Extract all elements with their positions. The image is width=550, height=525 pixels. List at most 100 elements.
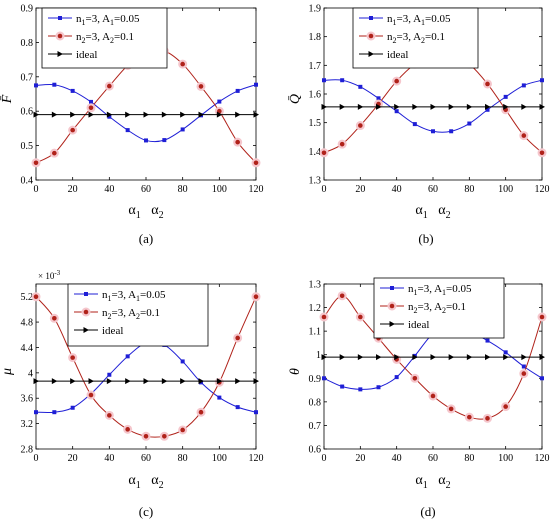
y-tick-label: 0.5 [21,141,34,152]
data-point [88,378,94,385]
data-point [51,378,58,385]
data-point [448,354,455,361]
data-point [358,84,363,89]
data-point [33,111,39,118]
y-tick-label: 0.9 [309,374,322,385]
legend: n1=3, A1=0.05 n2=3, A2=0.1 ideal [352,7,479,69]
data-point [107,114,112,119]
data-point [467,414,472,420]
x-tick-label: 0 [34,184,39,195]
data-point [540,78,544,83]
x-tick-label: 100 [212,453,227,464]
chart-panel-a: 0 20 40 60 80 100 120 0.4 0.5 0.6 0.7 0.8 0.9 F̄ α1 α2… [0,4,264,247]
legend-marker [83,309,89,315]
data-point [376,385,381,390]
x-tick-label: 60 [141,184,151,195]
data-point [144,138,148,143]
data-point [322,376,326,381]
x-tick-label: 40 [104,184,114,195]
data-point [107,413,112,418]
y-tick-label: 4.4 [21,343,34,354]
data-point [376,103,382,110]
data-point [162,138,167,143]
data-point [521,103,527,110]
data-point [521,133,527,138]
x-tick-label: 40 [392,184,402,195]
data-point [125,354,130,359]
legend-marker [369,16,373,20]
data-point [321,103,327,110]
data-point [235,111,241,118]
data-point [412,103,418,110]
legend-marker [84,292,88,296]
x-tick-label: 120 [535,184,550,195]
data-point [235,405,240,410]
data-point [70,355,75,360]
legend-entry: ideal [408,319,429,331]
legend: n1=3, A1=0.05 n2=3, A2=0.1 ideal [373,277,505,339]
chart-panel-c: 0 20 40 60 80 100 120 2.8 3.2 3.6 4 4.4 4.8 5.2 × 10-3… [0,269,264,519]
x-axis-label: α1 α2 [415,203,450,221]
data-point [217,395,222,400]
x-tick-label: 20 [68,184,78,195]
data-point [485,338,490,343]
data-point [143,434,149,439]
data-point [198,409,204,415]
data-point [340,78,345,83]
data-point [485,107,490,112]
x-tick-label: 0 [34,453,39,464]
data-point [180,427,185,433]
data-point [33,160,39,166]
data-point [539,103,545,110]
y-tick-label: 1 [316,350,321,361]
data-point [503,94,508,99]
data-point [321,150,327,156]
data-point [125,111,131,118]
data-point [339,354,346,361]
series-black [33,378,259,385]
chart-panel-d: 0 20 40 60 80 100 120 0.6 0.7 0.8 0.9 1 1.1 1.2 1.3 θ α1… [288,277,550,519]
series-black [321,354,545,361]
data-point [161,111,168,118]
x-axis-label: α1 α2 [415,473,450,491]
data-point [198,111,204,118]
x-tick-label: 60 [428,453,438,464]
data-point [180,378,186,385]
data-point [485,103,491,110]
y-tick-label: 0.8 [309,397,322,408]
data-point [376,96,381,101]
x-tick-label: 100 [498,184,513,195]
y-tick-label: 2.8 [21,445,34,456]
data-point [339,293,345,299]
data-point [33,378,39,385]
data-point [449,129,454,134]
legend: n1=3, A1=0.05 n2=3, A2=0.1 ideal [67,283,209,347]
legend-marker [83,327,89,333]
data-point [430,103,436,110]
data-point [235,378,241,385]
data-point [339,103,346,110]
y-axis-label: Q̄ [288,94,303,104]
data-point [539,354,545,361]
x-tick-label: 40 [392,453,402,464]
data-point [198,378,204,385]
data-point [431,129,435,134]
data-point [394,375,399,380]
data-point [216,378,223,385]
data-point [70,405,75,410]
y-tick-label: 0.7 [309,421,322,432]
legend: n1=3, A1=0.05 n2=3, A2=0.1 ideal [41,7,168,69]
panel-label: (c) [139,504,153,519]
legend-marker [368,33,374,39]
data-point [253,378,259,385]
data-point [394,354,400,361]
data-point [322,78,326,83]
legend-entry: n1=3, A1=0.05 [76,13,140,27]
data-point [70,127,75,133]
data-point [70,111,76,118]
panel-label: (a) [139,231,153,246]
data-point [521,371,527,376]
y-tick-label: 0.7 [21,72,34,83]
data-point [162,434,167,439]
data-point [376,354,382,361]
